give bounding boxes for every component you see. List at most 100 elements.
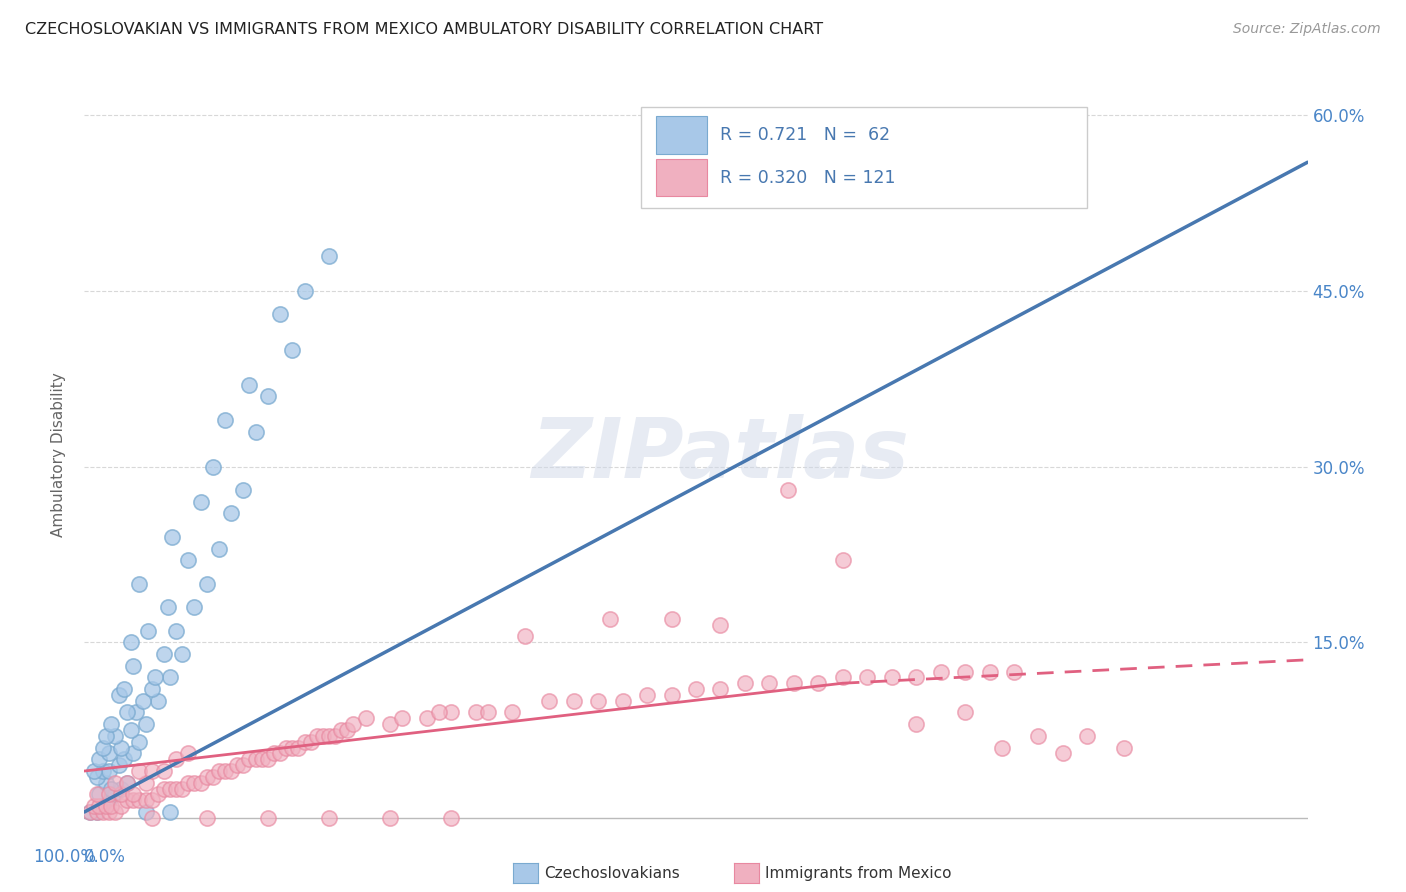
Point bbox=[416, 711, 439, 725]
Point bbox=[183, 776, 205, 790]
Point bbox=[269, 307, 291, 321]
Point bbox=[294, 735, 316, 749]
Point bbox=[156, 600, 179, 615]
Point bbox=[190, 776, 212, 790]
Point bbox=[661, 688, 683, 702]
Y-axis label: Ambulatory Disability: Ambulatory Disability bbox=[51, 373, 66, 537]
Text: CZECHOSLOVAKIAN VS IMMIGRANTS FROM MEXICO AMBULATORY DISABILITY CORRELATION CHAR: CZECHOSLOVAKIAN VS IMMIGRANTS FROM MEXIC… bbox=[25, 22, 824, 37]
Point bbox=[172, 781, 194, 796]
Point bbox=[238, 377, 260, 392]
Point bbox=[232, 483, 254, 497]
Point bbox=[299, 735, 322, 749]
Point bbox=[128, 576, 150, 591]
Text: Source: ZipAtlas.com: Source: ZipAtlas.com bbox=[1233, 22, 1381, 37]
Point bbox=[330, 723, 353, 737]
Point bbox=[219, 764, 242, 778]
Point bbox=[991, 740, 1014, 755]
Point bbox=[636, 688, 658, 702]
Point bbox=[97, 764, 120, 778]
Point bbox=[122, 788, 145, 802]
Point bbox=[856, 670, 879, 684]
Point bbox=[354, 711, 377, 725]
Point bbox=[257, 389, 280, 403]
Point bbox=[104, 805, 127, 819]
Point bbox=[477, 706, 499, 720]
Point bbox=[281, 740, 304, 755]
Point bbox=[97, 788, 120, 802]
Text: ZIPatlas: ZIPatlas bbox=[531, 415, 910, 495]
Point bbox=[87, 752, 110, 766]
Point bbox=[612, 694, 634, 708]
Point bbox=[125, 706, 148, 720]
Point bbox=[110, 799, 132, 814]
Text: 100.0%: 100.0% bbox=[34, 848, 97, 866]
Point bbox=[83, 799, 105, 814]
Point bbox=[831, 553, 853, 567]
Point bbox=[97, 793, 120, 807]
Point bbox=[538, 694, 561, 708]
Point bbox=[905, 717, 928, 731]
Point bbox=[1052, 747, 1074, 761]
Point bbox=[214, 413, 236, 427]
Point bbox=[153, 764, 176, 778]
Point bbox=[380, 811, 402, 825]
Point bbox=[110, 781, 132, 796]
Point bbox=[1114, 740, 1136, 755]
Point bbox=[91, 764, 114, 778]
Point bbox=[115, 776, 138, 790]
Point bbox=[195, 576, 218, 591]
Point bbox=[586, 694, 609, 708]
Point bbox=[953, 665, 976, 679]
Point bbox=[135, 776, 157, 790]
Point bbox=[135, 793, 157, 807]
Point bbox=[831, 670, 853, 684]
Point bbox=[91, 799, 114, 814]
Point bbox=[1028, 729, 1050, 743]
Point bbox=[136, 624, 159, 638]
Point bbox=[257, 752, 280, 766]
Point bbox=[281, 343, 304, 357]
Point bbox=[86, 805, 108, 819]
Point bbox=[208, 541, 231, 556]
Point bbox=[135, 717, 157, 731]
Point bbox=[97, 805, 120, 819]
Point bbox=[758, 676, 780, 690]
Point bbox=[96, 799, 118, 814]
Point bbox=[115, 776, 138, 790]
Point bbox=[250, 752, 273, 766]
Point bbox=[83, 764, 105, 778]
Point bbox=[953, 706, 976, 720]
Text: R = 0.721   N =  62: R = 0.721 N = 62 bbox=[720, 126, 890, 144]
Point bbox=[287, 740, 309, 755]
Point bbox=[141, 764, 163, 778]
Point bbox=[86, 770, 108, 784]
Point bbox=[110, 788, 132, 802]
Point bbox=[783, 676, 806, 690]
Text: R = 0.320   N = 121: R = 0.320 N = 121 bbox=[720, 169, 896, 186]
Point bbox=[380, 717, 402, 731]
Point bbox=[177, 553, 200, 567]
Point bbox=[294, 284, 316, 298]
Point bbox=[195, 770, 218, 784]
Point bbox=[104, 788, 127, 802]
Point bbox=[120, 723, 142, 737]
Point bbox=[336, 723, 359, 737]
Point bbox=[208, 764, 231, 778]
Point bbox=[685, 681, 707, 696]
Point bbox=[245, 425, 267, 439]
Point bbox=[165, 752, 187, 766]
Point bbox=[232, 758, 254, 772]
Point bbox=[312, 729, 335, 743]
Point bbox=[201, 459, 224, 474]
Point bbox=[112, 681, 135, 696]
Point bbox=[269, 747, 291, 761]
Text: Immigrants from Mexico: Immigrants from Mexico bbox=[765, 866, 952, 880]
Point bbox=[440, 811, 463, 825]
Point bbox=[1002, 665, 1025, 679]
Point bbox=[238, 752, 260, 766]
Point bbox=[110, 740, 132, 755]
Point bbox=[599, 612, 621, 626]
Point bbox=[318, 249, 340, 263]
Point bbox=[143, 670, 166, 684]
Point bbox=[159, 781, 181, 796]
